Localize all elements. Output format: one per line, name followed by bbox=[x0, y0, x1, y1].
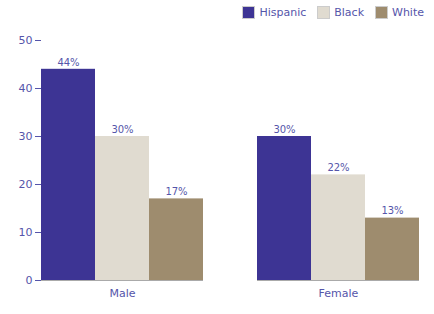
svg-text:22%: 22% bbox=[327, 162, 349, 173]
svg-text:17%: 17% bbox=[165, 186, 187, 197]
svg-text:Female: Female bbox=[319, 287, 359, 300]
html-text:Hispanic: Hispanic bbox=[259, 5, 307, 19]
html-text:Black: Black bbox=[334, 5, 364, 19]
svg-text:30: 30 bbox=[19, 130, 33, 143]
svg-text:Male: Male bbox=[109, 287, 135, 300]
svg-text:40: 40 bbox=[19, 82, 33, 95]
svg-text:20: 20 bbox=[19, 178, 33, 191]
svg-text:44%: 44% bbox=[57, 57, 79, 68]
svg-text:30%: 30% bbox=[273, 124, 295, 135]
svg-text:13%: 13% bbox=[381, 205, 403, 216]
svg-text:50: 50 bbox=[19, 34, 33, 47]
html-text:White: White bbox=[392, 5, 424, 19]
svg-text:10: 10 bbox=[19, 226, 33, 239]
svg-text:0: 0 bbox=[26, 274, 33, 287]
svg-text:30%: 30% bbox=[111, 124, 133, 135]
